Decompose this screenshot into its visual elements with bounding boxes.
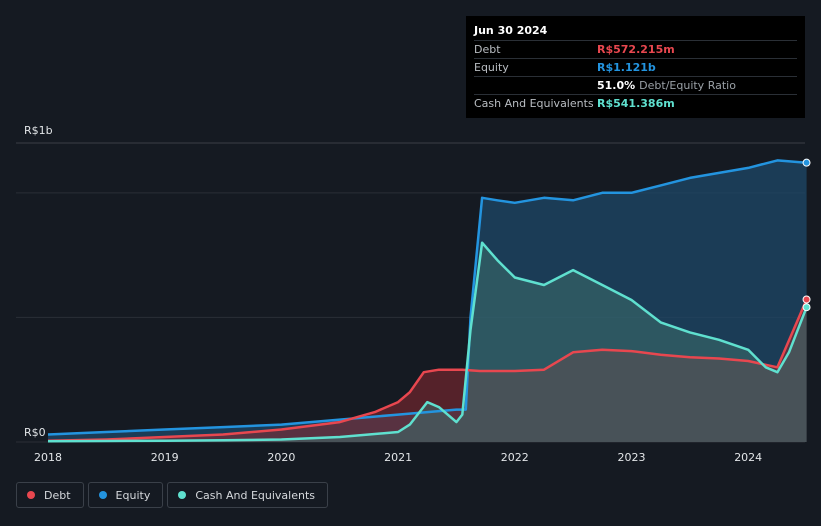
debt-end-marker — [802, 295, 811, 304]
tooltip-debt-label: Debt — [474, 43, 501, 56]
legend-item-equity[interactable]: Equity — [87, 482, 164, 508]
tooltip-row-cash: Cash And Equivalents R$541.386m — [474, 94, 797, 112]
equity-end-marker — [802, 158, 811, 167]
hover-tooltip: Jun 30 2024 Debt R$572.215m Equity R$1.1… — [466, 16, 805, 118]
x-tick-label: 2018 — [34, 451, 62, 464]
chart-lines — [47, 159, 808, 443]
y-tick-label: R$0 — [24, 426, 46, 439]
tooltip-row-equity: Equity R$1.121b — [474, 58, 797, 76]
cash-end-marker — [802, 303, 811, 312]
legend-equity-label: Equity — [115, 488, 151, 502]
debt-dot-icon — [27, 491, 35, 499]
tooltip-ratio-label: Debt/Equity Ratio — [639, 79, 736, 92]
legend-debt-label: Debt — [44, 488, 71, 502]
tooltip-row-debt: Debt R$572.215m — [474, 40, 797, 58]
tooltip-date: Jun 30 2024 — [474, 24, 548, 37]
x-tick-label: 2022 — [501, 451, 529, 464]
tooltip-cash-value: R$541.386m — [597, 97, 675, 110]
tooltip-row-ratio: 51.0% Debt/Equity Ratio — [474, 76, 797, 94]
y-tick-label: R$1b — [24, 124, 53, 137]
equity-line — [47, 159, 807, 436]
tooltip-equity-value: R$1.121b — [597, 61, 656, 74]
x-tick-label: 2020 — [267, 451, 295, 464]
cash-line — [47, 241, 808, 443]
x-tick-label: 2023 — [618, 451, 646, 464]
cash-dot-icon — [178, 491, 187, 499]
x-tick-label: 2021 — [384, 451, 412, 464]
legend-item-cash[interactable]: Cash And Equivalents — [167, 482, 328, 508]
tooltip-ratio-value: 51.0% — [597, 79, 636, 92]
x-tick-label: 2019 — [151, 451, 179, 464]
tooltip-equity-label: Equity — [474, 61, 509, 74]
tooltip-cash-label: Cash And Equivalents — [474, 97, 594, 110]
chart-areas — [48, 160, 807, 442]
legend-item-debt[interactable]: Debt — [16, 482, 84, 508]
chart-markers — [802, 158, 811, 312]
cash-area — [48, 242, 807, 442]
debt-line — [47, 299, 808, 443]
x-tick-label: 2024 — [734, 451, 762, 464]
tooltip-debt-value: R$572.215m — [597, 43, 675, 56]
legend-cash-label: Cash And Equivalents — [195, 488, 315, 502]
chart-legend: Debt Equity Cash And Equivalents — [16, 482, 328, 508]
equity-dot-icon — [98, 491, 107, 499]
tooltip-ratio-spacer — [474, 77, 597, 94]
chart-ticks: R$1b R$0 2018 2019 2020 2021 2022 2023 2024 — [24, 124, 762, 464]
